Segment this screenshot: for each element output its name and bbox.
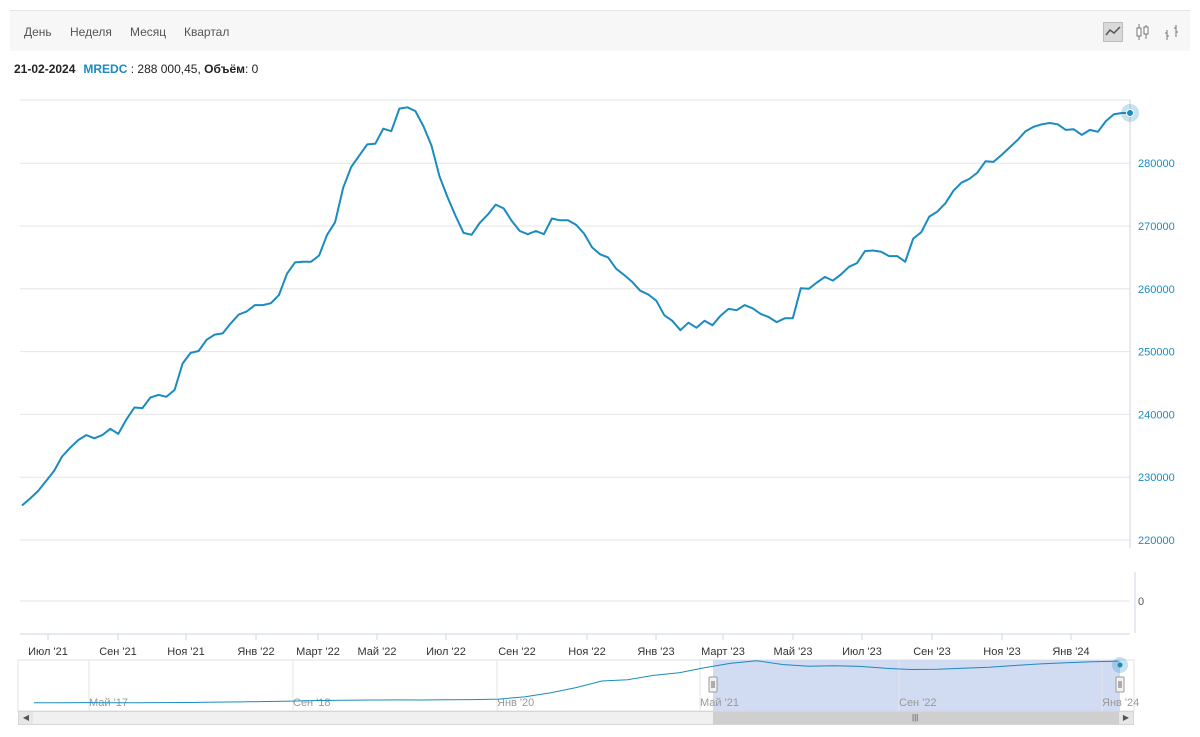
x-tick-label: Ноя '21 <box>167 646 204 658</box>
y-tick-label: 250000 <box>1138 347 1175 359</box>
period-week-button[interactable]: Неделя <box>70 25 112 39</box>
grid-lines <box>20 99 1136 633</box>
x-tick-label: Янв '24 <box>1052 646 1089 658</box>
navigator-last-point-marker <box>1117 662 1123 668</box>
series-layer <box>21 103 1139 507</box>
x-tick-label: Март '23 <box>701 646 745 658</box>
x-axis: Июл '21 Сен '21 Ноя '21 Янв '22 Март '22 Май … <box>20 633 1130 658</box>
info-volume-label: Объём <box>204 62 246 76</box>
y-tick-label: 230000 <box>1138 472 1175 484</box>
x-tick-label: Янв '23 <box>637 646 674 658</box>
period-month-button[interactable]: Месяц <box>130 25 167 39</box>
x-tick-label: Март '22 <box>296 646 340 658</box>
x-tick-label: Ноя '23 <box>983 646 1020 658</box>
y-tick-label: 270000 <box>1138 221 1175 233</box>
info-volume-value: : 0 <box>245 62 259 76</box>
scroll-right-icon[interactable]: ▶ <box>1119 712 1133 724</box>
navigator-tick-label: Янв '24 <box>1102 697 1139 709</box>
period-quarter-button[interactable]: Квартал <box>184 25 230 39</box>
candlestick-chart-icon[interactable] <box>1133 22 1153 42</box>
ohlc-chart-icon[interactable] <box>1162 22 1182 42</box>
scroll-thumb[interactable]: ||| <box>713 712 1119 724</box>
x-tick-label: Сен '23 <box>913 646 951 658</box>
last-point-marker <box>1126 108 1134 117</box>
x-tick-label: Янв '22 <box>237 646 274 658</box>
x-tick-label: Ноя '22 <box>568 646 605 658</box>
x-tick-label: Сен '22 <box>498 646 536 658</box>
line-chart-icon[interactable] <box>1103 22 1123 42</box>
info-ticker: MREDC <box>83 62 128 76</box>
volume-tick-label: 0 <box>1138 596 1144 608</box>
period-toolbar: День Неделя Месяц Квартал <box>10 10 1190 51</box>
navigator-series-line <box>33 660 1119 704</box>
x-tick-label: Сен '21 <box>99 646 137 658</box>
navigator-selection <box>713 660 1120 711</box>
grip-icon: ||| <box>912 713 919 722</box>
x-tick-label: Июл '21 <box>28 646 68 658</box>
navigator-tick-label: Янв '20 <box>497 697 534 709</box>
y-axis: 280000 270000 260000 250000 240000 230000 2200… <box>1138 158 1175 608</box>
scroll-left-icon[interactable]: ◀ <box>19 712 33 724</box>
x-tick-label: Май '23 <box>774 646 813 658</box>
navigator[interactable]: Май '17 Сен '18 Янв '20 Май '21 Сен '22 Янв '… <box>17 657 1139 712</box>
y-tick-label: 280000 <box>1138 158 1175 170</box>
navigator-left-handle <box>708 676 718 693</box>
x-tick-label: Июл '22 <box>426 646 466 658</box>
navigator-right-handle <box>1115 676 1125 693</box>
x-tick-label: Июл '23 <box>842 646 882 658</box>
y-tick-label: 260000 <box>1138 284 1175 296</box>
navigator-scrollbar[interactable]: ◀ ||| ▶ <box>18 711 1134 725</box>
navigator-tick-label: Сен '22 <box>899 697 937 709</box>
info-value: : 288 000,45, <box>127 62 205 76</box>
navigator-tick-label: Май '21 <box>700 697 739 709</box>
series-line <box>21 106 1130 507</box>
x-tick-label: Май '22 <box>358 646 397 658</box>
y-tick-label: 220000 <box>1138 535 1175 547</box>
price-info-line: 21-02-2024 MREDC : 288 000,45, Объём: 0 <box>14 62 258 76</box>
info-date: 21-02-2024 <box>14 62 76 76</box>
navigator-tick-label: Сен '18 <box>293 697 331 709</box>
period-day-button[interactable]: День <box>24 25 52 39</box>
y-tick-label: 240000 <box>1138 409 1175 421</box>
